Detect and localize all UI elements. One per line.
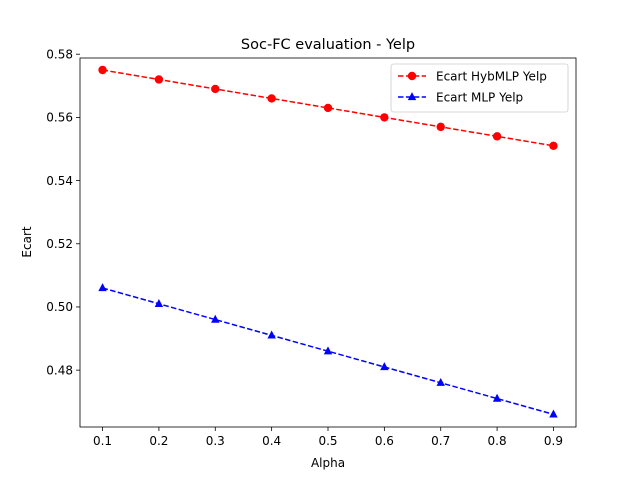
- data-point: [211, 314, 220, 323]
- x-tick-label: 0.9: [544, 434, 563, 448]
- legend-marker: [407, 92, 417, 101]
- x-tick-label: 0.3: [206, 434, 225, 448]
- legend: Ecart HybMLP Yelp Ecart MLP Yelp: [390, 63, 569, 113]
- x-tick-label: 0.4: [262, 434, 281, 448]
- y-tick-label: 0.50: [46, 300, 73, 314]
- x-tick-label: 0.8: [488, 434, 507, 448]
- data-point: [492, 393, 502, 402]
- legend-marker: [407, 71, 417, 81]
- x-tick-label: 0.5: [318, 434, 337, 448]
- data-point: [154, 75, 164, 84]
- legend-label: Ecart MLP Yelp: [436, 90, 523, 104]
- data-point: [492, 132, 502, 141]
- legend-label: Ecart HybMLP Yelp: [436, 69, 547, 83]
- data-point: [267, 330, 276, 339]
- data-point: [380, 362, 389, 371]
- data-point: [436, 377, 445, 386]
- y-tick-label: 0.48: [46, 363, 73, 377]
- data-point: [154, 298, 164, 307]
- data-point: [211, 84, 220, 94]
- plot-marks: [98, 65, 558, 418]
- data-point: [549, 141, 558, 151]
- y-tick-label: 0.52: [46, 237, 73, 251]
- chart-title: Soc-FC evaluation - Yelp: [241, 37, 415, 53]
- data-point: [380, 113, 389, 122]
- y-axis: 0.48 0.50 0.52 0.54 0.56 0.58: [46, 48, 80, 377]
- data-point: [267, 94, 276, 103]
- series-line: [102, 69, 554, 147]
- y-axis-title: Ecart: [20, 226, 34, 257]
- y-tick-label: 0.54: [46, 174, 73, 188]
- x-tick-label: 0.7: [431, 434, 450, 448]
- data-point: [323, 103, 333, 113]
- x-tick-label: 0.6: [375, 434, 394, 448]
- y-tick-label: 0.56: [46, 111, 73, 125]
- data-point: [98, 65, 107, 75]
- data-point: [98, 283, 107, 292]
- data-point: [549, 409, 558, 418]
- x-tick-label: 0.1: [93, 434, 112, 448]
- data-point: [436, 122, 445, 132]
- x-axis: 0.1 0.2 0.3 0.4 0.5 0.6 0.7 0.8 0.9: [93, 427, 563, 448]
- legend-box: [390, 63, 569, 113]
- data-point: [323, 346, 333, 355]
- x-tick-label: 0.2: [149, 434, 168, 448]
- y-tick-label: 0.58: [46, 48, 73, 62]
- x-axis-title: Alpha: [311, 456, 345, 470]
